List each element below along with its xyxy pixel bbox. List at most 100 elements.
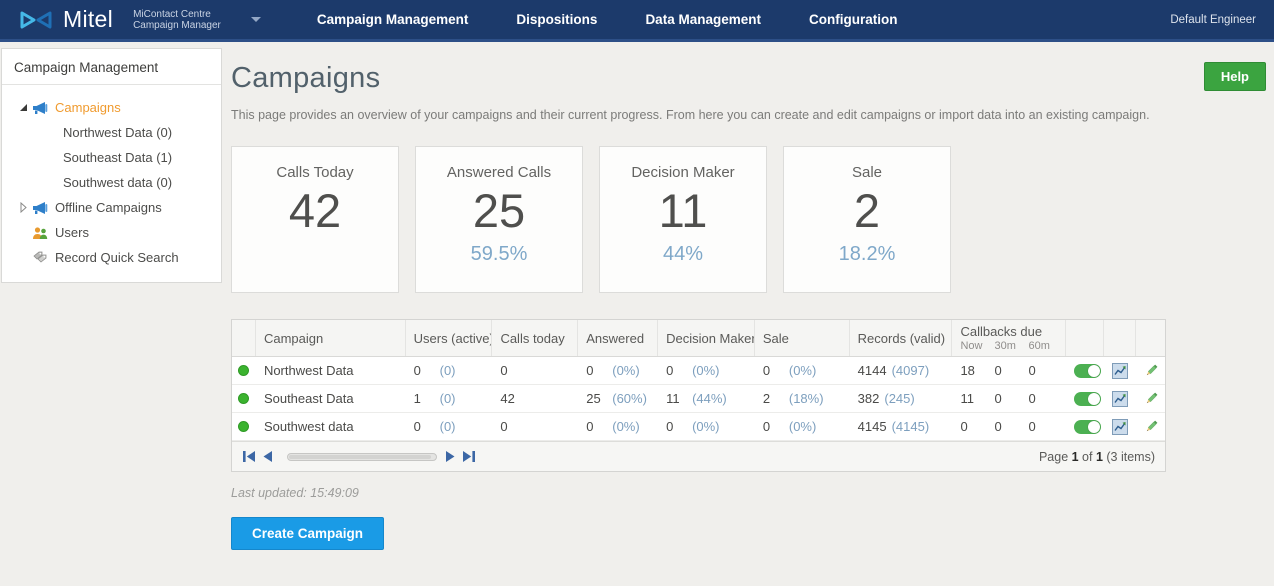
cell-answered: 0 bbox=[586, 363, 594, 378]
campaign-edit-button[interactable] bbox=[1136, 419, 1165, 434]
nav-data-management[interactable]: Data Management bbox=[645, 12, 761, 27]
campaign-megaphone-icon bbox=[31, 201, 49, 215]
campaign-enabled-toggle[interactable] bbox=[1074, 391, 1102, 406]
sidebar-item-campaigns[interactable]: Campaigns bbox=[2, 95, 221, 120]
header-users-active[interactable]: Users (active) bbox=[406, 320, 493, 356]
sidebar-item-label[interactable]: Southwest data (0) bbox=[63, 175, 173, 190]
top-navbar: Mitel MiContact Centre Campaign Manager … bbox=[0, 0, 1274, 42]
table-row[interactable]: Northwest Data 0 (0) 0 0 (0%) 0 (0%) 0 (0%) … bbox=[232, 357, 1165, 385]
pager-scrollbar[interactable] bbox=[287, 452, 437, 461]
sidebar: Campaign Management Campaigns Northwest … bbox=[1, 48, 222, 283]
header-chart-col bbox=[1104, 320, 1137, 356]
tree-expanded-icon[interactable] bbox=[19, 104, 27, 111]
campaign-stats-button[interactable] bbox=[1104, 418, 1136, 435]
stat-cards: Calls Today 42 Answered Calls 25 59.5% D… bbox=[231, 146, 1266, 293]
sidebar-item-label[interactable]: Users bbox=[55, 225, 89, 240]
campaigns-table: Campaign Users (active) Calls today Answ… bbox=[231, 319, 1166, 472]
campaign-stats-button[interactable] bbox=[1104, 362, 1136, 379]
chevron-down-icon[interactable] bbox=[250, 17, 261, 22]
cell-records-valid: (4097) bbox=[891, 363, 930, 378]
header-sale[interactable]: Sale bbox=[755, 320, 850, 356]
cell-decision-pct: (44%) bbox=[692, 391, 727, 406]
pager-prev-button[interactable] bbox=[262, 450, 273, 463]
header-callbacks-60m: 60m bbox=[1028, 340, 1050, 352]
sidebar-item-label[interactable]: Northwest Data (0) bbox=[63, 125, 173, 140]
help-button[interactable]: Help bbox=[1203, 62, 1266, 91]
table-row[interactable]: Southwest data 0 (0) 0 0 (0%) 0 (0%) 0 (0%) … bbox=[232, 413, 1165, 441]
sidebar-item-label[interactable]: Southeast Data (1) bbox=[63, 150, 173, 165]
stat-label: Decision Maker bbox=[631, 164, 735, 181]
pager-status-text: Page 1 of 1 (3 items) bbox=[1038, 449, 1155, 464]
sidebar-item-offline-campaigns[interactable]: Offline Campaigns bbox=[2, 195, 221, 220]
cell-campaign-name: Northwest Data bbox=[263, 363, 354, 378]
pager-first-button[interactable] bbox=[242, 450, 256, 463]
sidebar-item-users[interactable]: Users bbox=[2, 220, 221, 245]
cell-users-active: (0) bbox=[439, 391, 456, 406]
cell-records: 382 bbox=[857, 391, 880, 406]
campaign-enabled-toggle[interactable] bbox=[1074, 363, 1102, 378]
nav-campaign-management[interactable]: Campaign Management bbox=[316, 12, 469, 27]
sidebar-item-label[interactable]: Campaigns bbox=[55, 100, 121, 115]
header-callbacks-due[interactable]: Callbacks due Now 30m 60m bbox=[952, 320, 1067, 356]
chart-icon bbox=[1112, 362, 1129, 379]
stat-value: 25 bbox=[472, 184, 526, 237]
pager-first-icon bbox=[243, 451, 255, 462]
pager-total-pages: 1 bbox=[1095, 449, 1103, 464]
pager-prev-icon bbox=[263, 451, 272, 462]
header-answered[interactable]: Answered bbox=[578, 320, 659, 356]
cell-users: 0 bbox=[413, 363, 421, 378]
header-edit-col bbox=[1136, 320, 1165, 356]
top-nav-items: Campaign Management Dispositions Data Ma… bbox=[317, 12, 898, 27]
table-row[interactable]: Southeast Data 1 (0) 42 25 (60%) 11 (44%) 2… bbox=[232, 385, 1165, 413]
header-campaign[interactable]: Campaign bbox=[256, 320, 406, 356]
cell-users: 0 bbox=[413, 419, 421, 434]
header-records-valid[interactable]: Records (valid) bbox=[850, 320, 953, 356]
cell-calls-today: 0 bbox=[500, 363, 508, 378]
nav-configuration[interactable]: Configuration bbox=[808, 12, 898, 27]
stat-label: Sale bbox=[851, 164, 883, 181]
pager-next-button[interactable] bbox=[445, 450, 456, 463]
cell-sale-pct: (0%) bbox=[788, 363, 817, 378]
pager-last-button[interactable] bbox=[462, 450, 476, 463]
cell-callbacks-now: 0 bbox=[960, 419, 968, 434]
create-campaign-button[interactable]: Create Campaign bbox=[231, 517, 385, 550]
header-calls-today[interactable]: Calls today bbox=[492, 320, 579, 356]
header-callbacks-30m: 30m bbox=[994, 340, 1016, 352]
cell-sale: 0 bbox=[762, 363, 771, 378]
status-dot-icon bbox=[238, 421, 249, 432]
sidebar-item-record-quick-search[interactable]: Record Quick Search bbox=[2, 245, 221, 270]
cell-callbacks-60m: 0 bbox=[1028, 419, 1036, 434]
tree-collapsed-icon[interactable] bbox=[20, 202, 27, 213]
campaign-edit-button[interactable] bbox=[1136, 363, 1165, 378]
edit-pencil-icon bbox=[1146, 392, 1158, 404]
cell-sale-pct: (0%) bbox=[788, 419, 817, 434]
product-name: MiContact Centre Campaign Manager bbox=[133, 9, 221, 31]
users-icon bbox=[31, 226, 49, 240]
campaign-megaphone-icon bbox=[31, 101, 49, 115]
sidebar-item-southeast-data[interactable]: Southeast Data (1) bbox=[2, 145, 221, 170]
brand-name: Mitel bbox=[63, 6, 114, 32]
sidebar-title: Campaign Management bbox=[2, 49, 221, 85]
nav-dispositions[interactable]: Dispositions bbox=[516, 12, 598, 27]
cell-answered: 0 bbox=[586, 419, 594, 434]
sidebar-item-northwest-data[interactable]: Northwest Data (0) bbox=[2, 120, 221, 145]
sidebar-item-label[interactable]: Offline Campaigns bbox=[55, 200, 162, 215]
header-decision-maker[interactable]: Decision Maker bbox=[658, 320, 755, 356]
header-toggle-col bbox=[1066, 320, 1105, 356]
campaign-edit-button[interactable] bbox=[1136, 391, 1165, 406]
table-header-row: Campaign Users (active) Calls today Answ… bbox=[232, 320, 1165, 357]
edit-pencil-icon bbox=[1146, 420, 1158, 432]
current-user-label[interactable]: Default Engineer bbox=[1170, 13, 1256, 26]
campaign-enabled-toggle[interactable] bbox=[1074, 419, 1102, 434]
cell-users: 1 bbox=[413, 391, 421, 406]
header-status bbox=[232, 320, 256, 356]
sidebar-item-southwest-data[interactable]: Southwest data (0) bbox=[2, 170, 221, 195]
cell-sale: 2 bbox=[762, 391, 771, 406]
stat-value: 11 bbox=[658, 184, 708, 237]
sidebar-tree: Campaigns Northwest Data (0) Southeast D… bbox=[2, 95, 221, 270]
cell-decision: 0 bbox=[666, 419, 674, 434]
campaign-stats-button[interactable] bbox=[1104, 390, 1136, 407]
sidebar-item-label[interactable]: Record Quick Search bbox=[55, 250, 179, 265]
cell-callbacks-30m: 0 bbox=[994, 363, 1002, 378]
stat-card-decision-maker: Decision Maker 11 44% bbox=[599, 146, 767, 293]
